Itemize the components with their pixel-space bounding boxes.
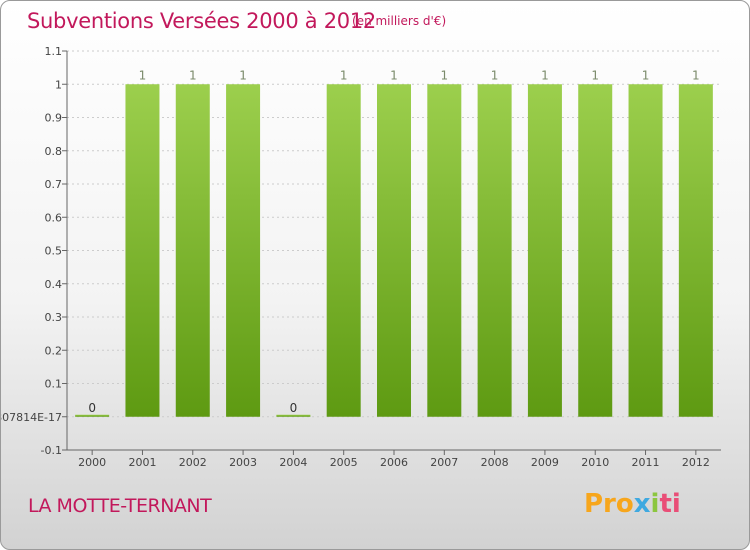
x-tick-label: 2002 [179,456,207,469]
bar [75,414,110,417]
x-tick-label: 2012 [682,456,710,469]
y-tick-label: 0.7 [45,178,63,191]
logo-part: x [633,489,651,519]
y-tick-label: 0.6 [45,211,63,224]
y-tick-label: 1 [55,78,62,91]
bar [427,84,462,417]
x-tick-label: 2009 [531,456,559,469]
data-label: 1 [239,68,247,82]
data-label: 1 [541,68,549,82]
bar [477,84,512,417]
x-tick-label: 2007 [430,456,458,469]
y-tick-label: 1.1 [45,45,63,58]
y-tick-label: 0.9 [45,112,63,125]
logo-part: Pro [584,489,634,519]
y-tick-label: 0.4 [45,278,63,291]
x-tick-label: 2000 [78,456,106,469]
x-tick-label: 2004 [279,456,307,469]
x-tick-label: 2003 [229,456,257,469]
data-label: 1 [189,68,197,82]
x-tick-labels: 2000 2001 2002 2003 2004 2005 2006 2007 2008 2009… [78,456,710,469]
x-tick-label: 2006 [380,456,408,469]
bars [75,84,713,417]
data-label: 1 [642,68,650,82]
data-labels: 0 1 1 1 0 1 1 1 1 1 1 1 1 [88,68,699,415]
y-tick-label: 0.5 [45,245,63,258]
data-label: 1 [692,68,700,82]
bar [125,84,160,417]
bar [226,84,261,417]
y-tick-labels: -0.1 1.3877787807814E-17 0.1 0.2 0.3 0.4 0.5 0.… [1,45,62,457]
bar [527,84,562,417]
unit-note: (en milliers d'€) [352,14,447,28]
x-tick-label: 2005 [330,456,358,469]
y-tick-label: -0.1 [41,444,62,457]
y-tick-label: 0.1 [45,378,63,391]
y-tick-label: 0.3 [45,311,63,324]
bar [175,84,210,417]
y-tick-label: 0.8 [45,145,63,158]
axes [62,50,721,455]
bar [628,84,663,417]
y-tick-label: 0.2 [45,344,63,357]
x-tick-label: 2008 [481,456,509,469]
proxiti-logo: Proxiti [584,489,681,519]
x-tick-label: 2011 [632,456,660,469]
data-label: 1 [491,68,499,82]
commune-name: LA MOTTE-TERNANT [28,495,212,517]
x-tick-label: 2001 [128,456,156,469]
bar [578,84,613,417]
bar [377,84,411,417]
bar [276,414,311,417]
data-label: 1 [440,68,448,82]
chart-title: Subventions Versées 2000 à 2012 [27,9,376,33]
data-label: 1 [340,68,348,82]
logo-part: i [650,489,660,519]
y-tick-label: 1.3877787807814E-17 [1,411,62,424]
bar [678,84,713,417]
data-label: 1 [390,68,398,82]
data-label: 1 [591,68,599,82]
data-label: 0 [290,401,298,415]
bar [326,84,361,417]
data-label: 0 [88,401,96,415]
data-label: 1 [139,68,147,82]
logo-part: ti [659,489,681,519]
x-tick-label: 2010 [581,456,609,469]
